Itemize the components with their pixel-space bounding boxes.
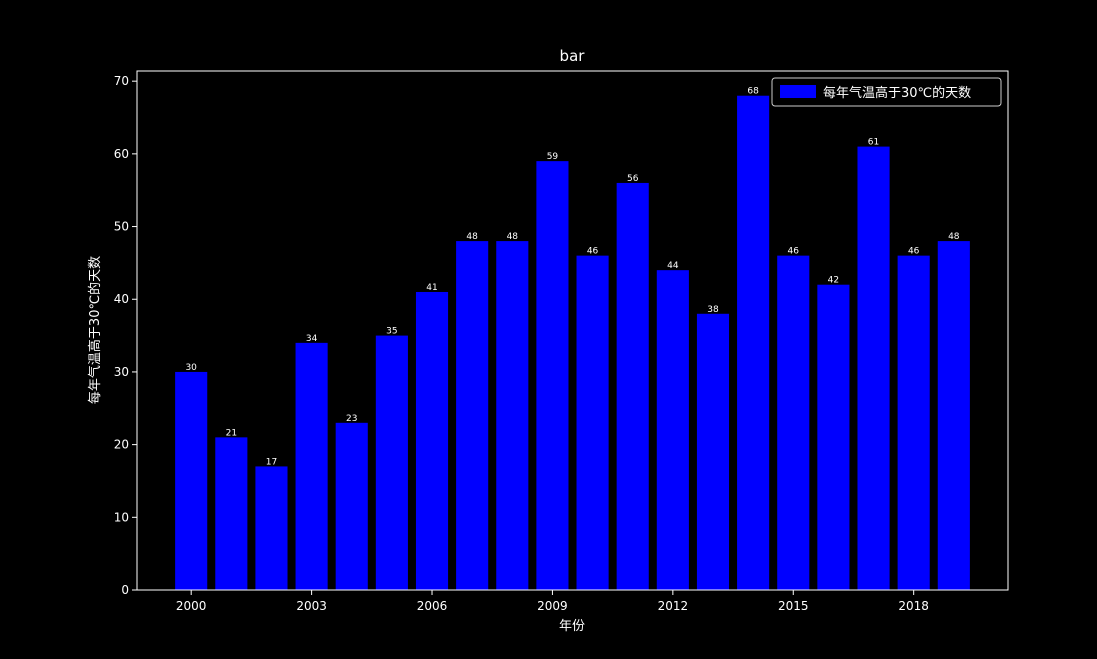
y-tick-label: 70 [114,74,129,88]
y-tick-label: 10 [114,510,129,524]
legend: 每年气温高于30℃的天数 [771,77,1002,107]
bar [215,437,248,590]
y-tick-label: 0 [121,583,129,597]
x-axis-label: 年份 [559,619,585,634]
bar-value-label: 48 [466,232,478,242]
plot-frame [136,70,1009,591]
bar [937,241,970,590]
bar-value-label: 46 [908,247,920,257]
bar-value-label: 61 [868,138,879,148]
y-tick-label: 60 [114,147,129,161]
bar [737,95,770,590]
bar [616,182,649,591]
x-tick-label: 2015 [778,599,809,613]
bar [255,466,288,590]
bar [335,422,368,590]
x-tick-label: 2000 [176,599,207,613]
bar-data-labels: 30 21 17 34 23 35 41 48 48 59 46 56 44 38 68 46 42 61 46 48 [185,87,959,468]
bar-value-label: 46 [788,247,800,257]
x-axis-ticks: 2000 2003 2006 2009 2012 2015 2018 [176,590,929,613]
legend-entry-label: 每年气温高于30℃的天数 [823,85,971,101]
bar [295,342,328,590]
x-tick-label: 2018 [898,599,929,613]
y-tick-label: 30 [114,365,129,379]
bar [375,335,408,590]
bar-value-label: 21 [226,428,237,438]
bar-value-label: 46 [587,247,599,257]
bar-value-label: 59 [547,152,559,162]
bar [857,146,890,591]
legend-box [771,77,1002,107]
y-tick-label: 40 [114,292,129,306]
y-tick-label: 50 [114,220,129,234]
bar-value-label: 35 [386,327,397,337]
bar-value-label: 34 [306,334,318,344]
y-tick-label: 20 [114,438,129,452]
bar-series [175,95,970,591]
x-tick-label: 2012 [658,599,689,613]
y-axis-ticks: 0 10 20 30 40 50 60 70 [114,74,137,597]
bar [817,284,850,590]
bar [415,291,449,590]
bar-value-label: 41 [426,283,437,293]
bar-value-label: 56 [627,174,639,184]
bar [456,241,489,590]
bar [656,270,689,590]
chart-title: bar [560,47,586,65]
x-tick-label: 2006 [417,599,448,613]
bar-value-label: 42 [828,276,839,286]
bar-value-label: 48 [507,232,519,242]
legend-swatch [780,85,816,98]
bar [536,161,569,590]
x-tick-label: 2009 [537,599,568,613]
y-axis-label: 每年气温高于30℃的天数 [87,256,103,404]
bar [576,255,609,590]
bar-value-label: 38 [707,305,719,315]
bar-value-label: 23 [346,414,357,424]
bar-value-label: 30 [185,363,197,373]
bar [897,255,930,590]
bar-value-label: 17 [266,457,277,467]
bar [496,241,529,590]
bar [777,255,810,590]
bar-value-label: 48 [948,232,960,242]
bar [696,313,730,590]
bar-value-label: 68 [747,87,759,97]
x-tick-label: 2003 [296,599,327,613]
bar [175,371,208,590]
bar-value-label: 44 [667,261,679,271]
